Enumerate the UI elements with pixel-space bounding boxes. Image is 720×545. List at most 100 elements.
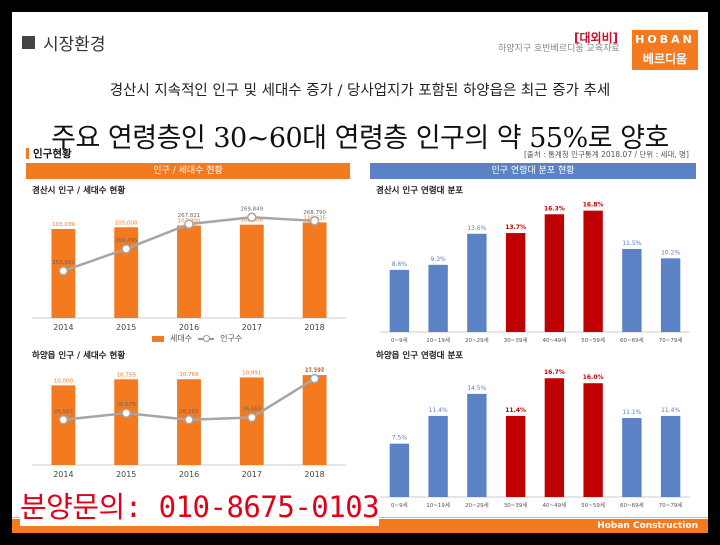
x-tick-label: 2015 xyxy=(116,470,136,479)
x-tick-label: 50~59세 xyxy=(581,336,605,344)
chart1-title: 경산시 인구 / 세대수 현황 xyxy=(32,186,126,196)
line-point xyxy=(247,212,257,223)
population-status-text: 인구현황 xyxy=(33,148,72,160)
bar-value-label: 16.0% xyxy=(583,374,604,381)
material-note: 하양지구 호반베르디움 교육자료 xyxy=(498,44,620,54)
bar xyxy=(660,258,681,332)
bar xyxy=(302,222,327,318)
x-tick-label: 50~59세 xyxy=(581,501,605,509)
bar-value-label: 13.7% xyxy=(505,224,526,231)
line-value-label: 268,790 xyxy=(303,210,326,216)
bar xyxy=(544,378,565,497)
headline: 경산시 지속적인 인구 및 세대수 증가 / 당사업지가 포함된 하양읍은 최근… xyxy=(109,83,611,99)
big-headline: 주요 연령층인 30~60대 연령층 인구의 약 55%로 양호 xyxy=(51,123,669,154)
x-tick-label: 70~79세 xyxy=(659,501,683,509)
x-tick-label: 2015 xyxy=(116,323,136,332)
chart-town-age: 7.5% 0~9세 11.4% 10~19세 14.5% 20~29세 11.4% 30~39… xyxy=(380,369,690,509)
x-tick-label: 20~29세 xyxy=(465,336,489,344)
logo-top-text: HOBAN xyxy=(635,33,695,46)
orange-bar-icon xyxy=(26,148,29,159)
chart4-title: 하양읍 인구 연령대 분포 xyxy=(376,351,464,361)
bar-value-label: 105,000 xyxy=(115,220,138,226)
bar xyxy=(622,418,642,497)
sales-inquiry-overlay: 분양문의: 010-8675-0103 xyxy=(20,484,380,526)
bar xyxy=(583,383,603,497)
line-point xyxy=(184,219,194,229)
chart-town-population: 2014 10,000 2015 10,759 2016 10,766 2017 10,991… xyxy=(32,368,346,479)
bar xyxy=(239,224,264,318)
bar-value-label: 11.4% xyxy=(505,407,526,414)
section-title-text: 시장환경 xyxy=(43,35,106,55)
line-point xyxy=(58,266,69,276)
bar xyxy=(389,443,410,497)
bar-value-label: 10.2% xyxy=(661,249,680,256)
x-tick-label: 2014 xyxy=(53,470,73,479)
bar-value-label: 10,766 xyxy=(179,372,199,378)
bar xyxy=(302,375,327,465)
logo-bottom-text: 베르디움 xyxy=(642,52,688,66)
legend-line-swatch xyxy=(198,334,215,342)
footer-brand: Hoban Construction xyxy=(597,521,698,531)
panel-header-population: 인구 / 세대수 현황 xyxy=(26,163,350,179)
panel-header-age: 인구 연령대 분포 현황 xyxy=(370,163,696,179)
bar-value-label: 10,759 xyxy=(117,372,137,378)
chart2-title: 경산시 인구 연령대 분포 xyxy=(376,186,464,196)
line-value-label: 26,503 xyxy=(54,409,74,415)
line-value-label: 27,597 xyxy=(305,368,325,374)
bar-value-label: 16.7% xyxy=(544,369,565,376)
line-value-label: 26,679 xyxy=(117,402,137,408)
bar-value-label: 13.6% xyxy=(467,225,486,232)
chart-legend: 세대수 인구수 xyxy=(152,333,242,344)
x-tick-label: 2017 xyxy=(242,323,262,332)
bar xyxy=(428,264,448,332)
x-tick-label: 40~49세 xyxy=(543,336,567,344)
line-value-label: 267,821 xyxy=(178,213,201,219)
x-tick-label: 0~9세 xyxy=(391,501,408,509)
bar xyxy=(467,393,487,497)
line-point xyxy=(58,415,69,425)
bar xyxy=(622,248,642,332)
line-value-label: 260,495 xyxy=(115,238,138,244)
line-point xyxy=(309,373,320,384)
bar xyxy=(583,210,603,332)
x-tick-label: 30~39세 xyxy=(504,336,528,344)
chart-city-age: 8.6% 0~9세 9.3% 10~19세 13.6% 20~29세 13.7% 30~39세… xyxy=(380,202,690,344)
line-point xyxy=(121,408,131,418)
bar-value-label: 11.5% xyxy=(622,240,641,247)
x-tick-label: 2018 xyxy=(304,323,324,332)
bar-value-label: 10,991 xyxy=(242,370,261,376)
x-tick-label: 0~9세 xyxy=(391,336,408,344)
legend-line-label: 인구수 xyxy=(220,334,243,343)
square-bullet-icon xyxy=(22,36,35,49)
bar xyxy=(51,385,76,465)
line-point xyxy=(309,216,320,226)
bar xyxy=(660,415,681,497)
x-tick-label: 2016 xyxy=(179,470,199,479)
x-tick-label: 2018 xyxy=(304,470,324,479)
bar-value-label: 11.4% xyxy=(661,407,680,414)
line-point xyxy=(247,412,257,423)
bar-value-label: 14.5% xyxy=(467,385,486,392)
x-tick-label: 2017 xyxy=(242,470,262,479)
line-value-label: 26,563 xyxy=(242,407,262,413)
bar-value-label: 16.8% xyxy=(583,202,604,209)
confidential-label: [대외비] xyxy=(574,31,619,45)
bar xyxy=(467,233,487,332)
bar xyxy=(389,269,410,332)
x-tick-label: 30~39세 xyxy=(504,501,528,509)
x-tick-label: 40~49세 xyxy=(543,501,567,509)
bar-value-label: 9.3% xyxy=(431,256,447,263)
line-value-label: 26,502 xyxy=(179,409,198,415)
bar xyxy=(544,214,565,332)
section-title: 시장환경 xyxy=(22,30,106,55)
bar xyxy=(505,233,526,332)
x-tick-label: 10~19세 xyxy=(426,336,450,344)
line-value-label: 269,849 xyxy=(240,206,263,212)
x-tick-label: 2014 xyxy=(53,323,73,332)
bar-value-label: 11.4% xyxy=(429,407,448,414)
x-tick-label: 60~69세 xyxy=(620,501,644,509)
bar-value-label: 11,290 xyxy=(305,368,325,374)
bar-value-label: 16.3% xyxy=(544,205,565,212)
line-value-label: 253,960 xyxy=(52,260,75,266)
bar xyxy=(428,415,448,497)
